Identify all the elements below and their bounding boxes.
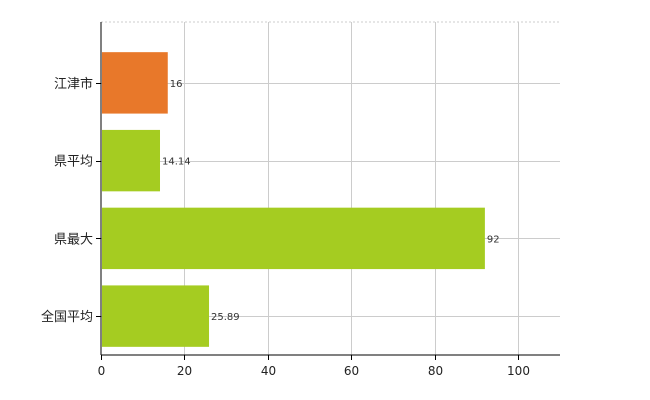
x-tick-label: 0 — [98, 364, 106, 378]
labels: 0 20 40 60 80 100 江津市 16 県平均 14.14 県最大 92 全国平均 25.89 — [41, 76, 530, 378]
bar — [102, 52, 168, 114]
x-tick-label: 40 — [261, 364, 276, 378]
category-label: 県最大 — [54, 232, 93, 247]
x-tick-label: 20 — [177, 364, 192, 378]
x-tick-label: 100 — [507, 364, 530, 378]
bar-value-label: 14.14 — [162, 157, 191, 168]
x-tick-label: 80 — [428, 364, 443, 378]
category-label: 江津市 — [54, 76, 93, 92]
bar-value-label: 16 — [170, 79, 183, 90]
x-tick-label: 60 — [344, 364, 359, 378]
bar-value-label: 25.89 — [211, 312, 240, 323]
category-label: 全国平均 — [41, 309, 93, 325]
bar — [102, 285, 210, 347]
bars — [102, 52, 485, 347]
bar-value-label: 92 — [487, 234, 500, 245]
axes — [96, 22, 560, 360]
bar — [102, 129, 161, 192]
bar — [102, 207, 485, 270]
category-label: 県平均 — [54, 155, 93, 170]
